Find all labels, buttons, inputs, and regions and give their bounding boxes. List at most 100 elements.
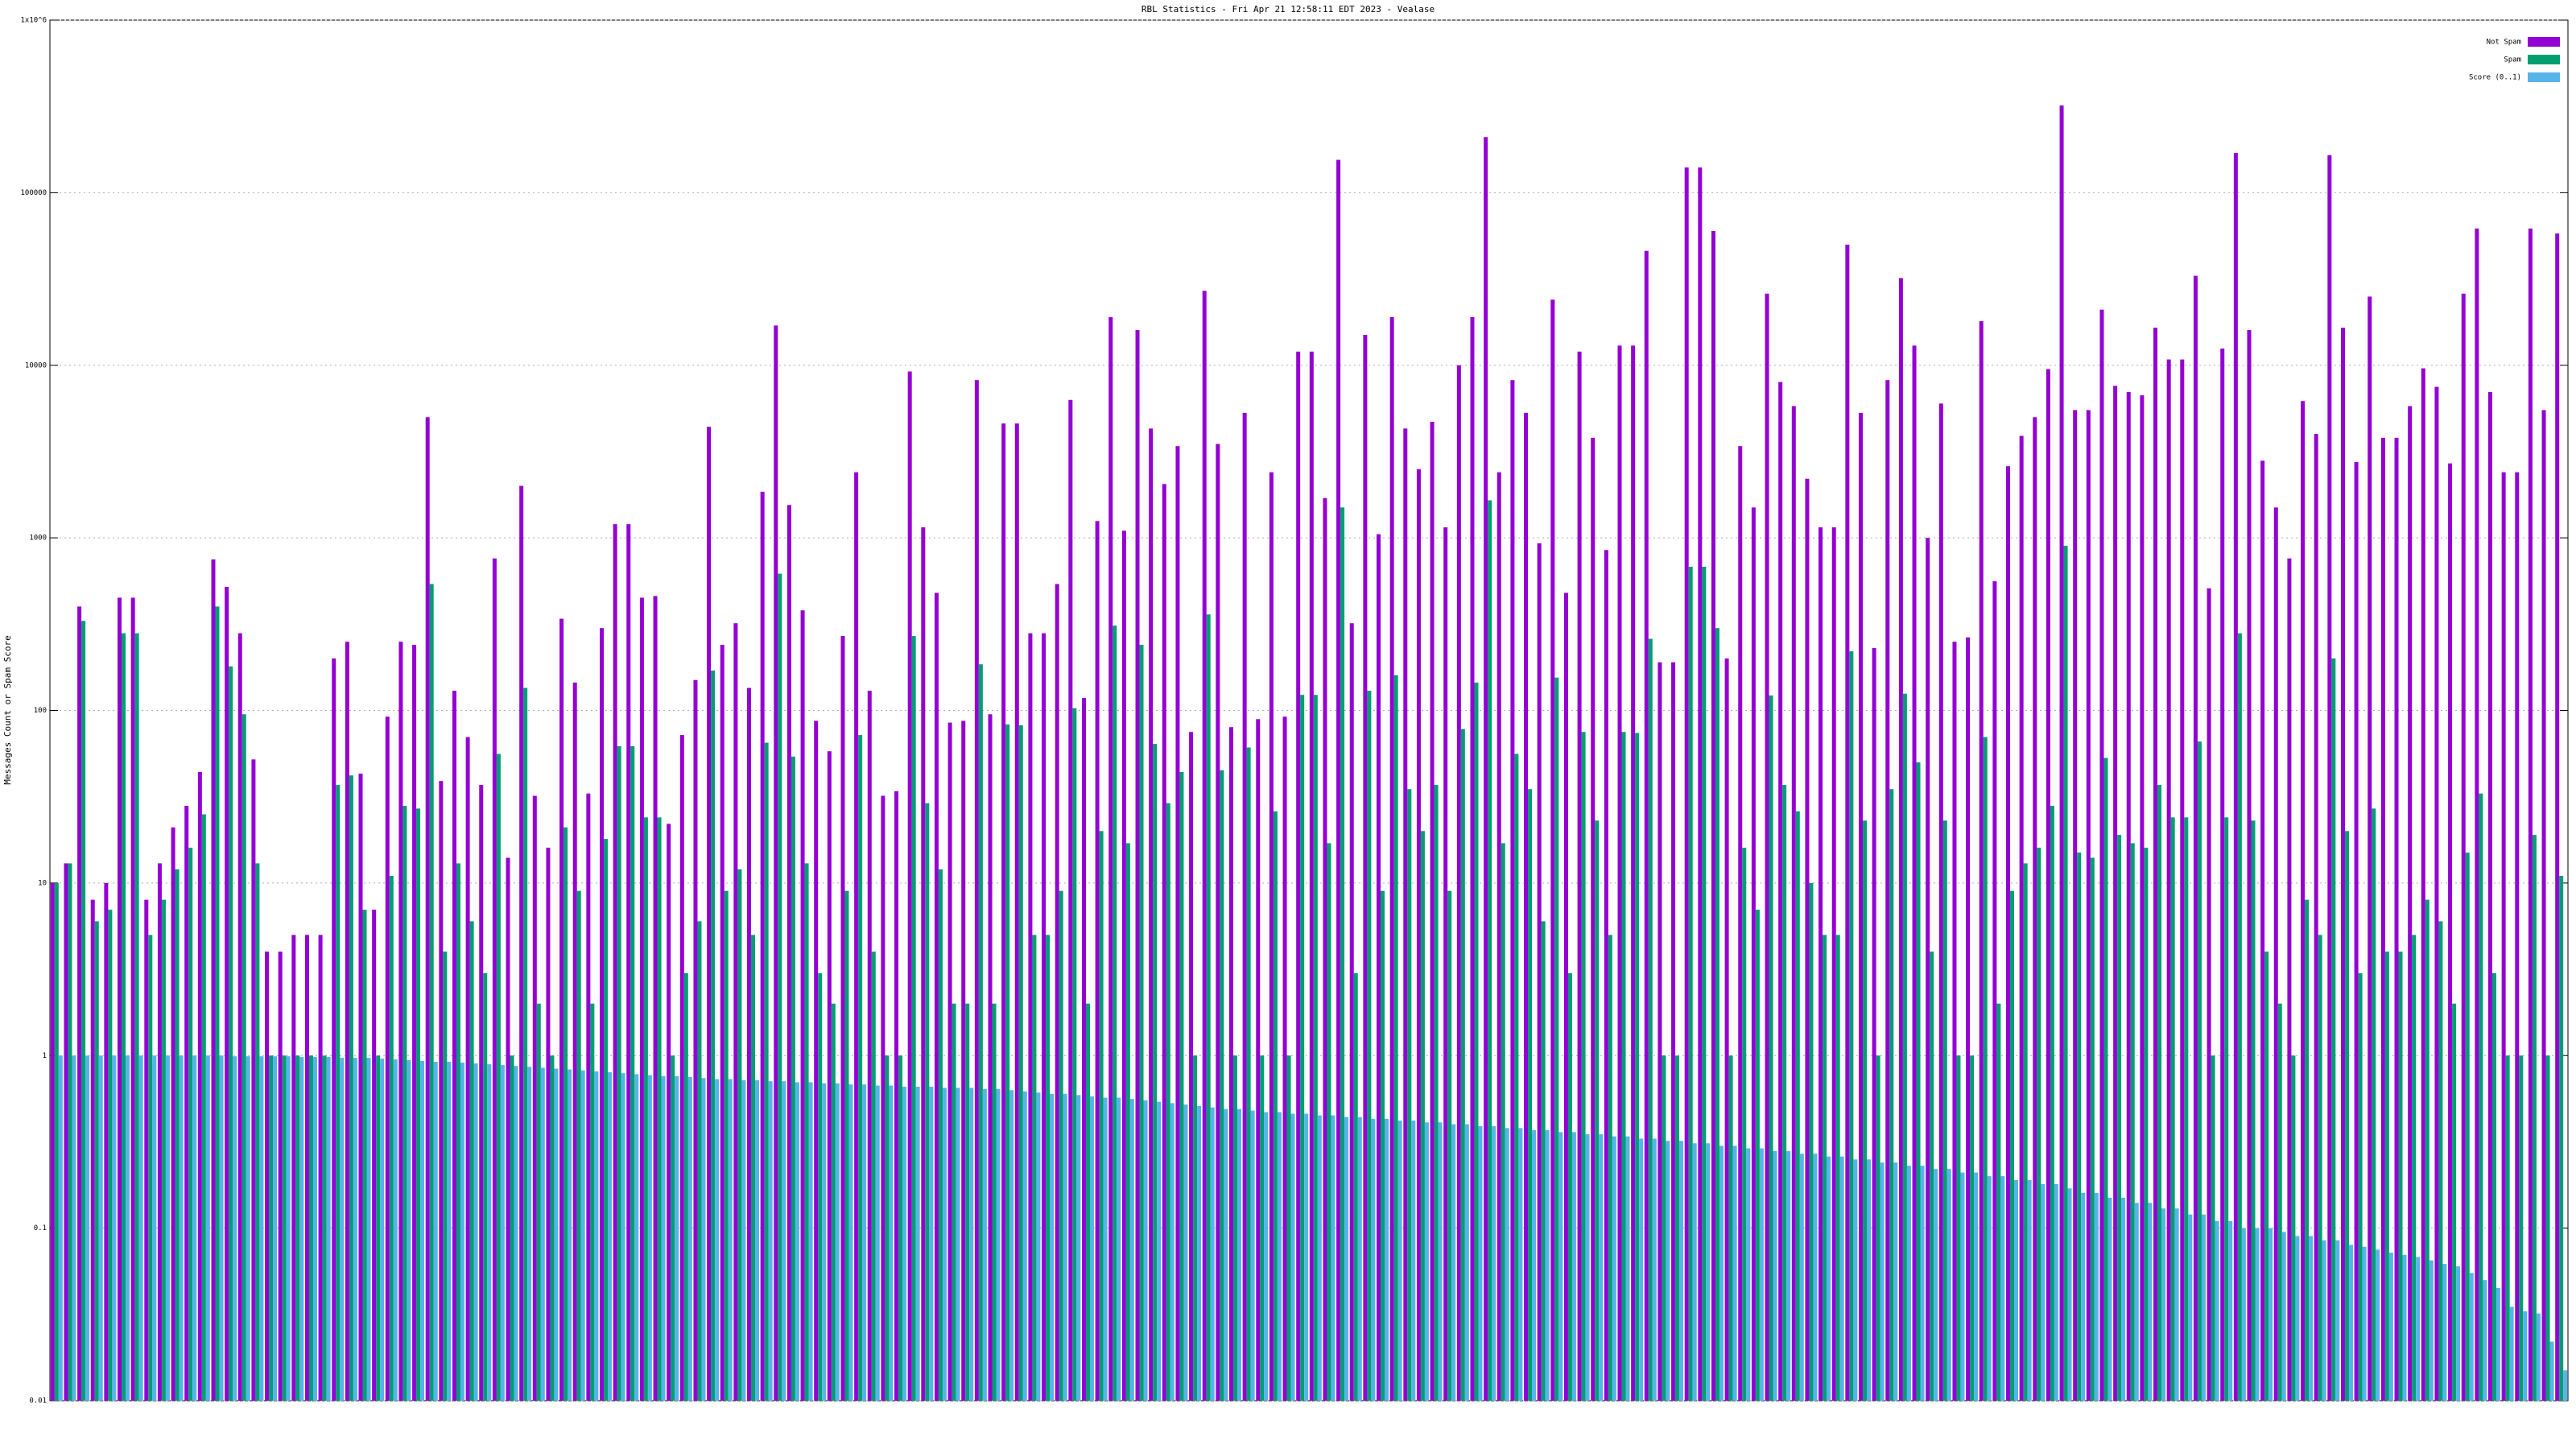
bar [1269, 472, 1274, 1401]
bar [1157, 1101, 1162, 1401]
bar [1528, 789, 1533, 1401]
bar [774, 325, 778, 1401]
bar [1095, 521, 1100, 1402]
bar [318, 935, 323, 1401]
bar [1175, 446, 1180, 1401]
bar [2438, 921, 2443, 1401]
bar [362, 910, 367, 1401]
bar [2033, 417, 2037, 1401]
bar [130, 597, 135, 1401]
legend-label: Not Spam [2487, 39, 2521, 47]
bar [1042, 633, 1046, 1401]
bar [308, 1055, 313, 1401]
bar [2268, 1228, 2273, 1401]
bar [1005, 724, 1010, 1401]
bar [1464, 1124, 1469, 1401]
bar [671, 1055, 675, 1401]
bar [50, 882, 55, 1401]
bar [304, 935, 309, 1401]
bar [2107, 1197, 2112, 1401]
bar [559, 618, 564, 1401]
bar [1599, 1133, 1604, 1401]
bar [286, 1056, 291, 1401]
bar [938, 869, 943, 1401]
bar [929, 1086, 934, 1401]
bar [1799, 1154, 1804, 1401]
bar [1558, 1132, 1563, 1401]
bar [233, 1056, 237, 1401]
bar [85, 1055, 90, 1401]
bar [1657, 662, 1662, 1401]
bar [1296, 351, 1301, 1401]
bar [1121, 530, 1126, 1401]
bar [1407, 789, 1412, 1401]
bar [1876, 1055, 1880, 1401]
bar [2241, 1228, 2246, 1401]
bar [1505, 1128, 1509, 1401]
bar [439, 781, 444, 1401]
bar [1675, 1055, 1680, 1401]
bar [1934, 1169, 1938, 1401]
bar [2434, 386, 2439, 1402]
bar [506, 857, 510, 1401]
bar [747, 687, 752, 1401]
bar [1782, 785, 1787, 1401]
bar [2425, 899, 2429, 1401]
bar [255, 863, 260, 1401]
bar [2344, 831, 2349, 1401]
bar [2327, 155, 2332, 1402]
bar [1666, 1141, 1670, 1401]
bar [2545, 1055, 2550, 1401]
bar [760, 491, 765, 1401]
bar [148, 935, 153, 1401]
bar [639, 597, 644, 1401]
bar [380, 1059, 385, 1401]
bar [1662, 1055, 1666, 1401]
bar [590, 1003, 595, 1401]
bar [540, 1067, 545, 1401]
bar [2180, 359, 2185, 1402]
legend-swatch [2528, 72, 2560, 82]
bar [1862, 820, 1867, 1401]
bar [1769, 695, 1773, 1401]
bar [1424, 1122, 1429, 1401]
bar [269, 1055, 274, 1401]
bar [161, 899, 166, 1401]
bar [1068, 399, 1073, 1401]
bar [1635, 733, 1640, 1401]
bar [2496, 1287, 2500, 1401]
bar [1389, 316, 1394, 1401]
bar [2046, 369, 2050, 1401]
bar [572, 682, 577, 1401]
bar [1108, 316, 1113, 1401]
bar [1478, 1125, 1483, 1401]
bar [1076, 1095, 1081, 1401]
bar [473, 1063, 478, 1401]
bar [2130, 843, 2135, 1401]
bar [974, 380, 979, 1401]
bar [2157, 785, 2162, 1401]
bar [215, 606, 220, 1401]
bar [2050, 806, 2054, 1401]
bar [603, 839, 608, 1401]
bar [2220, 348, 2225, 1402]
y-tick-label: 10 [38, 879, 47, 887]
bar [175, 869, 180, 1401]
bar [134, 633, 139, 1401]
bar [2291, 1055, 2296, 1401]
bar [1902, 693, 1907, 1401]
bar [617, 746, 621, 1401]
bar [2090, 857, 2095, 1401]
bar [822, 1083, 827, 1401]
bar [733, 623, 738, 1401]
bar [2027, 1179, 2032, 1401]
bar [1447, 890, 1452, 1401]
bar [2536, 1313, 2541, 1401]
y-tick-label: 1000 [29, 535, 47, 543]
bar [854, 472, 859, 1401]
bar [1595, 820, 1600, 1401]
bar [2331, 658, 2336, 1401]
bar [1189, 732, 1194, 1401]
bar [1920, 1166, 1925, 1401]
bar [2073, 410, 2078, 1401]
